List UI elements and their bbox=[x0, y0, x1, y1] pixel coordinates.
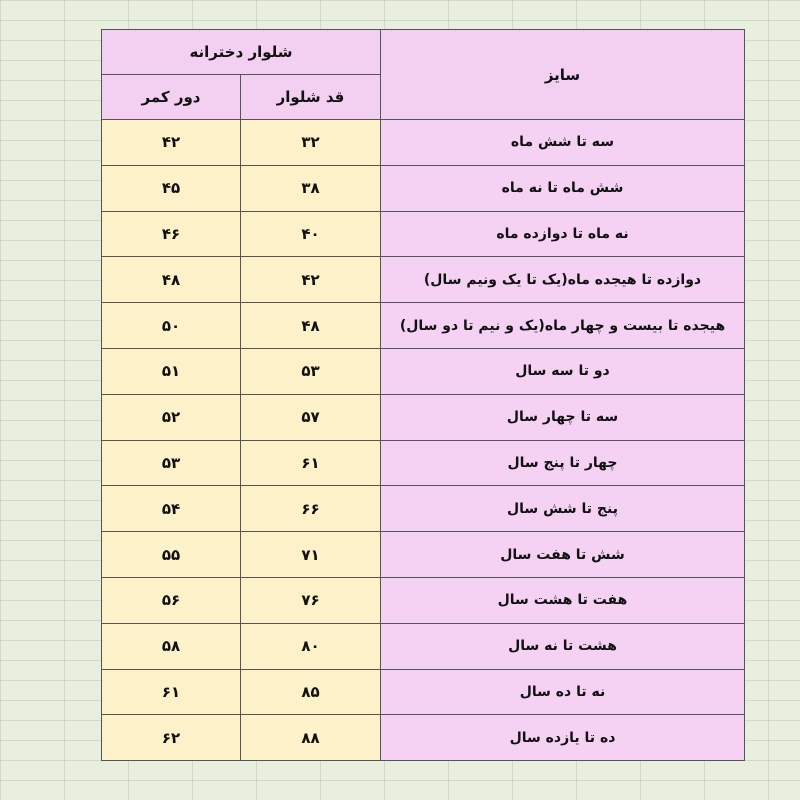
header-length: قد شلوار bbox=[240, 74, 381, 120]
waist-cell: ۵۳ bbox=[101, 439, 241, 487]
length-cell: ۳۸ bbox=[240, 164, 381, 212]
waist-cell: ۴۶ bbox=[101, 210, 241, 258]
length-cell: ۵۳ bbox=[240, 347, 381, 395]
waist-cell: ۴۸ bbox=[101, 256, 241, 304]
size-cell: سه تا شش ماه bbox=[380, 119, 745, 166]
header-size: سایز bbox=[380, 29, 745, 120]
length-cell: ۸۸ bbox=[240, 714, 381, 762]
length-cell: ۸۰ bbox=[240, 622, 381, 670]
size-cell: دوازده تا هیجده ماه(یک تا یک ونیم سال) bbox=[380, 256, 745, 304]
table-row: نه تا ده سال ۸۵ ۶۱ bbox=[101, 668, 745, 716]
table-row: هیجده تا بیست و چهار ماه(یک و نیم تا دو … bbox=[101, 302, 745, 349]
size-cell: ده تا یازده سال bbox=[380, 714, 745, 762]
length-cell: ۴۰ bbox=[240, 210, 381, 258]
length-cell: ۴۲ bbox=[240, 256, 381, 304]
table-body: سه تا شش ماه ۳۲ ۴۲ شش ماه تا نه ماه ۳۸ ۴۵ نه م… bbox=[101, 119, 745, 762]
length-cell: ۵۷ bbox=[240, 393, 381, 441]
size-table: سایز شلوار دخترانه قد شلوار دور کمر سه ت… bbox=[101, 29, 745, 762]
table-row: پنج تا شش سال ۶۶ ۵۴ bbox=[101, 485, 745, 533]
table-row: دو تا سه سال ۵۳ ۵۱ bbox=[101, 347, 745, 395]
waist-cell: ۵۴ bbox=[101, 485, 241, 533]
length-cell: ۶۱ bbox=[240, 439, 381, 487]
waist-cell: ۵۶ bbox=[101, 576, 241, 624]
header-group: شلوار دخترانه bbox=[101, 29, 381, 75]
size-cell: هشت تا نه سال bbox=[380, 622, 745, 670]
size-cell: سه تا چهار سال bbox=[380, 393, 745, 441]
waist-cell: ۴۵ bbox=[101, 164, 241, 212]
table-row: نه ماه تا دوازده ماه ۴۰ ۴۶ bbox=[101, 210, 745, 258]
length-cell: ۷۶ bbox=[240, 576, 381, 624]
size-cell: نه ماه تا دوازده ماه bbox=[380, 210, 745, 258]
size-cell: دو تا سه سال bbox=[380, 347, 745, 395]
waist-cell: ۵۱ bbox=[101, 347, 241, 395]
waist-cell: ۶۲ bbox=[101, 714, 241, 762]
waist-cell: ۵۸ bbox=[101, 622, 241, 670]
table-row: هشت تا نه سال ۸۰ ۵۸ bbox=[101, 622, 745, 670]
length-cell: ۶۶ bbox=[240, 485, 381, 533]
waist-cell: ۵۰ bbox=[101, 302, 241, 349]
table-row: چهار تا پنج سال ۶۱ ۵۳ bbox=[101, 439, 745, 487]
table-row: دوازده تا هیجده ماه(یک تا یک ونیم سال) ۴۲… bbox=[101, 256, 745, 304]
table-row: شش ماه تا نه ماه ۳۸ ۴۵ bbox=[101, 164, 745, 212]
header-waist: دور کمر bbox=[101, 74, 241, 120]
waist-cell: ۵۲ bbox=[101, 393, 241, 441]
size-cell: هفت تا هشت سال bbox=[380, 576, 745, 624]
length-cell: ۳۲ bbox=[240, 119, 381, 166]
size-cell: شش تا هفت سال bbox=[380, 531, 745, 578]
length-cell: ۸۵ bbox=[240, 668, 381, 716]
size-cell: پنج تا شش سال bbox=[380, 485, 745, 533]
waist-cell: ۴۲ bbox=[101, 119, 241, 166]
table-row: شش تا هفت سال ۷۱ ۵۵ bbox=[101, 531, 745, 578]
size-cell: هیجده تا بیست و چهار ماه(یک و نیم تا دو … bbox=[380, 302, 745, 349]
size-cell: نه تا ده سال bbox=[380, 668, 745, 716]
table-row: سه تا شش ماه ۳۲ ۴۲ bbox=[101, 119, 745, 166]
table-row: هفت تا هشت سال ۷۶ ۵۶ bbox=[101, 576, 745, 624]
length-cell: ۴۸ bbox=[240, 302, 381, 349]
table-row: سه تا چهار سال ۵۷ ۵۲ bbox=[101, 393, 745, 441]
waist-cell: ۵۵ bbox=[101, 531, 241, 578]
size-cell: شش ماه تا نه ماه bbox=[380, 164, 745, 212]
waist-cell: ۶۱ bbox=[101, 668, 241, 716]
size-cell: چهار تا پنج سال bbox=[380, 439, 745, 487]
length-cell: ۷۱ bbox=[240, 531, 381, 578]
table-row: ده تا یازده سال ۸۸ ۶۲ bbox=[101, 714, 745, 762]
